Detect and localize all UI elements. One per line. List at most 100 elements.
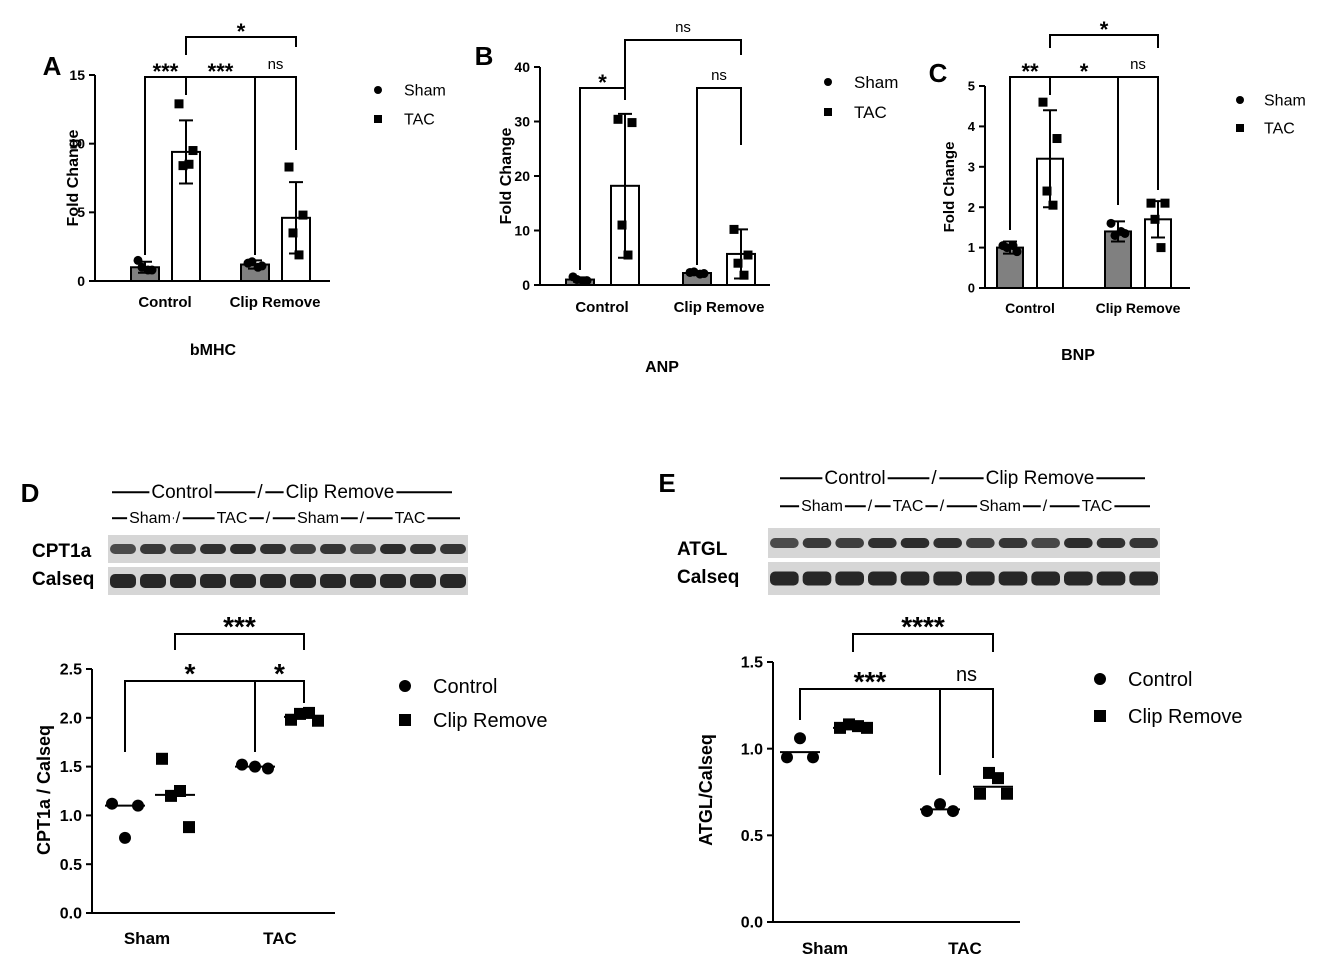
data-point <box>578 276 588 286</box>
data-point <box>861 721 873 734</box>
data-point <box>733 258 743 268</box>
y-tick-label: 0.0 <box>741 915 763 932</box>
blot-band <box>140 574 166 588</box>
data-point <box>1008 241 1018 251</box>
data-point <box>743 250 753 260</box>
data-point <box>1052 134 1062 144</box>
blot-band <box>998 571 1028 586</box>
y-axis-label: ATGL/Calseq <box>696 734 716 846</box>
y-tick-label: 1.0 <box>60 808 82 825</box>
x-tick-label: Clip Remove <box>1096 300 1181 316</box>
data-point <box>921 805 933 818</box>
blot-band <box>320 574 346 588</box>
blot-label: Sham <box>979 498 1021 515</box>
y-axis-label: Fold Change <box>498 127 515 224</box>
blot-label: / <box>1043 498 1048 515</box>
x-axis-label: BNP <box>1061 347 1095 364</box>
legend-label: TAC <box>854 103 887 122</box>
blot-strip <box>108 535 468 563</box>
panel-letter: E <box>658 468 675 498</box>
data-point <box>947 805 959 818</box>
y-tick-label: 30 <box>514 113 530 129</box>
blot-band <box>140 544 166 554</box>
data-point <box>1146 198 1156 208</box>
significance-bracket <box>254 680 305 752</box>
blot-band <box>998 538 1028 548</box>
blot-band <box>380 544 406 554</box>
y-axis-label: CPT1a / Calseq <box>34 725 54 855</box>
y-tick-label: 1 <box>968 240 975 255</box>
blot-band <box>1129 571 1158 586</box>
y-tick-label: 0 <box>968 281 975 296</box>
data-point <box>262 762 274 775</box>
blot-band <box>350 544 376 554</box>
y-tick-label: 15 <box>69 67 85 83</box>
blot-band <box>290 544 316 554</box>
significance-label: ns <box>711 67 727 84</box>
blot-band <box>835 571 864 586</box>
y-tick-label: 0.5 <box>60 857 82 874</box>
blot-band <box>200 574 226 588</box>
significance-label: * <box>1080 59 1089 84</box>
blot-band <box>900 571 930 586</box>
data-point <box>174 785 186 797</box>
y-tick-label: 5 <box>77 204 85 220</box>
blot-row-label: ATGL <box>677 539 728 560</box>
legend-label: Sham <box>1264 93 1306 110</box>
significance-label: *** <box>223 611 256 642</box>
blot-label: Control <box>151 482 212 503</box>
x-tick-label: Control <box>138 294 191 311</box>
data-point <box>174 99 184 109</box>
significance-label: **** <box>901 611 945 642</box>
data-point <box>807 751 819 764</box>
data-point <box>794 732 806 745</box>
significance-label: * <box>598 70 607 95</box>
blot-band <box>320 544 346 554</box>
legend-marker <box>374 115 382 123</box>
x-tick-label: Control <box>575 299 628 316</box>
y-tick-label: 20 <box>514 168 530 184</box>
data-point <box>183 821 195 834</box>
y-axis-label: Fold Change <box>941 142 958 233</box>
data-point <box>613 114 623 124</box>
blot-band <box>410 574 436 588</box>
legend-label: TAC <box>1264 121 1295 138</box>
legend-marker <box>399 714 411 726</box>
legend-marker <box>1094 673 1106 685</box>
y-tick-label: 2.0 <box>60 710 82 727</box>
blot-label: TAC <box>395 510 426 527</box>
error-bar <box>179 119 193 185</box>
panel-letter: B <box>475 41 494 71</box>
data-point <box>974 787 986 800</box>
significance-bracket <box>852 633 994 652</box>
blot-band <box>230 544 256 554</box>
significance-label: * <box>185 658 196 689</box>
data-point <box>617 220 627 230</box>
data-point <box>294 250 304 260</box>
y-tick-label: 1.5 <box>60 759 82 776</box>
y-tick-label: 10 <box>69 136 85 152</box>
data-point <box>253 262 263 272</box>
blot-band <box>770 538 799 548</box>
blot-band <box>1096 571 1126 586</box>
significance-bracket <box>1117 76 1159 205</box>
x-tick-label: Clip Remove <box>674 299 765 316</box>
x-tick-label: Clip Remove <box>230 294 321 311</box>
legend-label: Sham <box>854 73 898 92</box>
blot-band <box>933 571 962 586</box>
data-point <box>739 270 749 280</box>
blot-band <box>1129 538 1158 548</box>
significance-label: *** <box>854 666 887 697</box>
blot-band <box>230 574 256 588</box>
data-point <box>236 758 248 771</box>
y-tick-label: 0 <box>77 273 85 289</box>
significance-label: ns <box>675 19 691 36</box>
data-point <box>934 798 946 811</box>
data-point <box>143 265 153 275</box>
panel-letter: C <box>929 58 948 88</box>
blot-band <box>260 574 286 588</box>
panel-letter: D <box>21 478 40 508</box>
significance-bracket <box>185 36 297 55</box>
blot-label: / <box>176 510 181 527</box>
data-point <box>1048 200 1058 210</box>
